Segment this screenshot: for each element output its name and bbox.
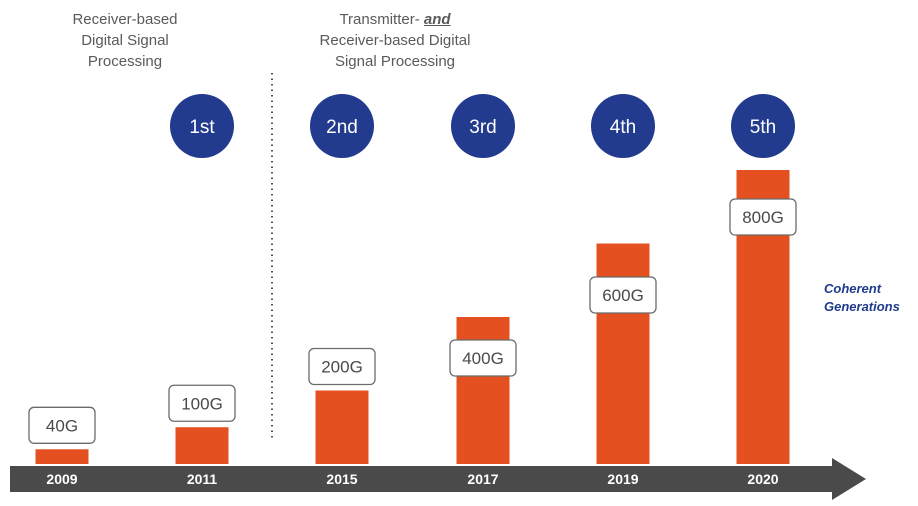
- bar-2017: [456, 317, 510, 464]
- coherent-generations-line-2: Generations: [824, 299, 900, 314]
- value-label-2017: 400G: [462, 349, 504, 368]
- year-label-2020: 2020: [747, 471, 778, 487]
- value-label-box-2011: [168, 384, 236, 422]
- bar-2009: [35, 449, 89, 464]
- value-label-box-2020: [729, 198, 797, 236]
- and-emphasis: and: [423, 11, 451, 28]
- generation-circle-4th: [591, 94, 655, 158]
- coherent-generations-line-1: Coherent: [824, 281, 882, 296]
- generation-label-5th: 5th: [750, 117, 776, 138]
- receiver-dsp-label-line-3: Processing: [87, 53, 163, 70]
- generation-circle-2nd: [310, 94, 374, 158]
- transmitter-receiver-dsp-label-line-1: Transmitter- and: [300, 9, 490, 30]
- coherent-generations-label: Coherent Generations: [824, 280, 900, 316]
- generation-label-2nd: 2nd: [326, 117, 358, 138]
- year-label-2011: 2011: [187, 471, 218, 487]
- receiver-dsp-label: Receiver-based Digital Signal Processing: [55, 9, 195, 72]
- timeline-arrow: [10, 458, 866, 500]
- year-label-2019: 2019: [607, 471, 638, 487]
- year-label-2017: 2017: [467, 471, 498, 487]
- value-label-box-2009: [28, 406, 96, 444]
- value-label-box-2015: [308, 347, 376, 386]
- generation-circle-3rd: [451, 94, 515, 158]
- receiver-dsp-label-line-1: Receiver-based: [72, 11, 178, 28]
- value-label-2019: 600G: [602, 286, 644, 305]
- year-label-2009: 2009: [46, 471, 77, 487]
- generation-label-3rd: 3rd: [469, 117, 496, 138]
- generation-circle-5th: [731, 94, 795, 158]
- generation-label-4th: 4th: [610, 117, 636, 138]
- value-label-2011: 100G: [181, 394, 223, 413]
- generation-label-1st: 1st: [189, 117, 215, 138]
- value-label-2009: 40G: [46, 416, 78, 435]
- transmitter-receiver-dsp-label-line-3: Signal Processing: [334, 53, 456, 70]
- transmitter-receiver-dsp-label: Transmitter- and Receiver-based Digital …: [300, 9, 490, 72]
- receiver-dsp-label-line-2: Digital Signal: [81, 32, 169, 49]
- bar-2015: [315, 390, 369, 464]
- year-label-2015: 2015: [326, 471, 357, 487]
- transmitter-receiver-dsp-label-line-2: Receiver-based Digital: [319, 32, 471, 49]
- value-label-2020: 800G: [742, 208, 784, 227]
- value-label-box-2017: [449, 339, 517, 377]
- transmitter-prefix: Transmitter-: [339, 11, 424, 28]
- bar-2011: [175, 427, 229, 464]
- value-label-2015: 200G: [321, 358, 363, 377]
- value-label-box-2019: [589, 276, 657, 314]
- generation-circle-1st: [170, 94, 234, 158]
